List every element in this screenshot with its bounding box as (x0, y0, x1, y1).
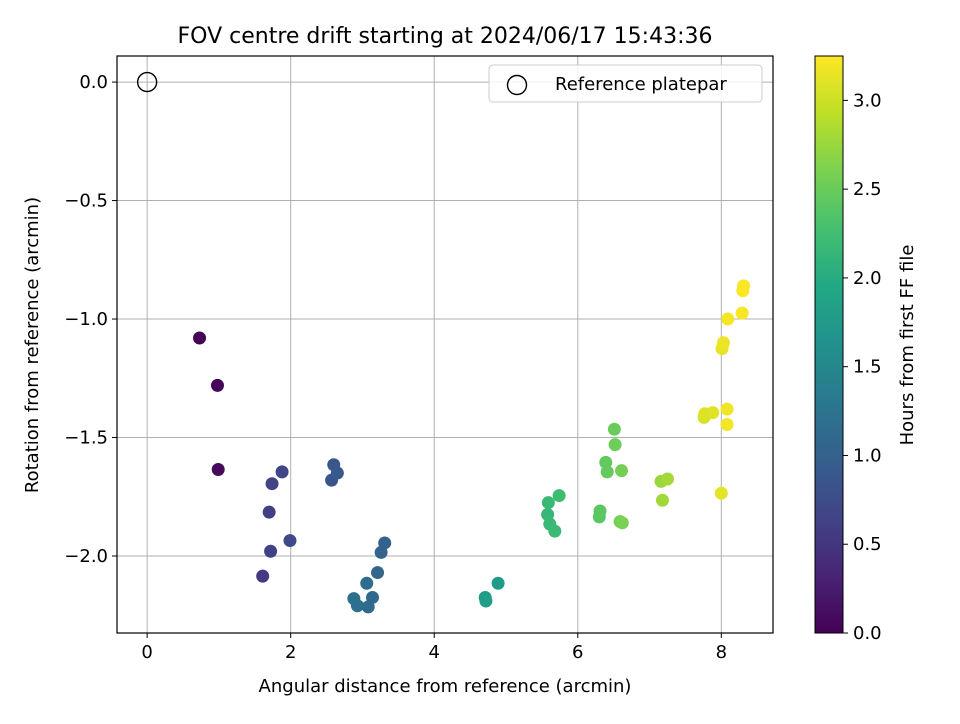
y-tick-label: −1.0 (64, 309, 108, 330)
data-point (600, 465, 614, 479)
data-point (283, 534, 297, 548)
data-point (210, 378, 224, 392)
colorbar-tick-label: 1.5 (853, 357, 882, 378)
data-point (655, 493, 669, 507)
grid-lines (117, 56, 773, 633)
data-point (211, 462, 225, 476)
data-point (193, 331, 207, 345)
colorbar-gradient (814, 55, 844, 634)
data-point (552, 489, 566, 503)
data-point (615, 464, 629, 478)
data-point (330, 466, 344, 480)
colorbar-label: Hours from first FF file (897, 245, 918, 446)
y-axis-label: Rotation from reference (arcmin) (22, 197, 43, 493)
data-point (265, 477, 279, 491)
colorbar-tick-label: 1.0 (853, 445, 882, 466)
reference-marker-layer (136, 71, 158, 93)
y-tick-label: −2.0 (64, 546, 108, 567)
data-point (350, 599, 364, 613)
data-point (721, 312, 735, 326)
data-point (720, 417, 734, 431)
colorbar-tick-label: 3.0 (853, 90, 882, 111)
x-tick-label: 8 (716, 642, 727, 663)
y-tick-label: −0.5 (64, 191, 108, 212)
data-point (608, 438, 622, 452)
x-tick-label: 6 (572, 642, 583, 663)
data-point (360, 576, 374, 590)
data-point (491, 576, 505, 590)
data-point (541, 496, 555, 510)
data-point (660, 472, 674, 486)
data-point (716, 336, 730, 350)
data-point (275, 465, 289, 479)
data-points (193, 279, 751, 614)
data-point (548, 524, 562, 538)
x-axis-label: Angular distance from reference (arcmin) (259, 676, 632, 697)
y-tick-label: −1.5 (64, 428, 108, 449)
legend-marker-open-circle-icon (506, 74, 528, 96)
data-point (378, 536, 392, 550)
x-tick-label: 0 (141, 642, 152, 663)
data-point (256, 569, 270, 583)
legend: Reference platepar (488, 64, 763, 103)
data-point (714, 486, 728, 500)
data-point (371, 566, 385, 580)
axes-frame (116, 55, 774, 634)
x-tick-label: 4 (429, 642, 440, 663)
colorbar-tick-label: 2.5 (853, 179, 882, 200)
reference-platepar-marker (136, 71, 158, 93)
data-point (615, 516, 629, 530)
y-axis-ticks: 0.0 −0.5 −1.0 −1.5 −2.0 (64, 72, 117, 567)
x-tick-label: 2 (285, 642, 296, 663)
data-point (262, 505, 276, 519)
colorbar-tick-label: 2.0 (853, 268, 882, 289)
plot-area: 0 2 4 6 8 0.0 −0.5 −1.0 −1.5 −2.0 (64, 55, 774, 663)
x-axis-ticks: 0 2 4 6 8 (141, 633, 727, 663)
data-point (479, 594, 493, 608)
data-point (264, 544, 278, 558)
colorbar: 0.0 0.5 1.0 1.5 2.0 2.5 3.0 Hours from first F… (814, 55, 918, 644)
legend-box (488, 64, 763, 103)
data-point (737, 279, 751, 293)
colorbar-ticks: 0.0 0.5 1.0 1.5 2.0 2.5 3.0 (843, 90, 882, 644)
data-point (593, 504, 607, 518)
y-tick-label: 0.0 (79, 72, 108, 93)
data-point (706, 406, 720, 420)
data-point (366, 590, 380, 604)
colorbar-tick-label: 0.0 (853, 623, 882, 644)
data-point (735, 306, 749, 320)
legend-label: Reference platepar (555, 74, 727, 95)
data-point (607, 422, 621, 436)
data-point (720, 402, 734, 416)
chart-title: FOV centre drift starting at 2024/06/17 … (178, 24, 713, 49)
colorbar-tick-label: 0.5 (853, 534, 882, 555)
